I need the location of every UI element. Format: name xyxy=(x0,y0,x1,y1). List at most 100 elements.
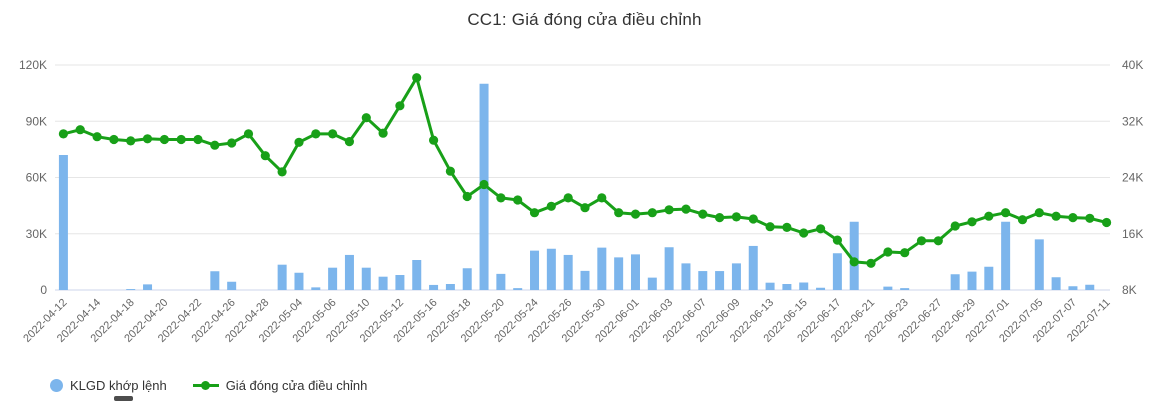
volume-bar[interactable] xyxy=(1068,286,1078,290)
volume-bar[interactable] xyxy=(731,263,741,290)
price-point[interactable] xyxy=(698,209,708,219)
price-point[interactable] xyxy=(445,166,455,176)
price-point[interactable] xyxy=(782,222,792,232)
volume-bar[interactable] xyxy=(513,288,523,290)
price-point[interactable] xyxy=(1017,215,1028,225)
volume-bar[interactable] xyxy=(530,250,540,290)
volume-bar[interactable] xyxy=(580,270,590,290)
volume-bar[interactable] xyxy=(883,286,893,290)
price-point[interactable] xyxy=(58,129,68,139)
price-point[interactable] xyxy=(1051,211,1061,221)
price-point[interactable] xyxy=(849,257,859,267)
price-point[interactable] xyxy=(933,236,943,246)
legend-item-price[interactable]: Giá đóng cửa điều chỉnh xyxy=(192,378,367,393)
volume-bar[interactable] xyxy=(664,247,674,290)
volume-bar[interactable] xyxy=(765,282,775,290)
volume-bar[interactable] xyxy=(967,271,977,290)
volume-bar[interactable] xyxy=(429,284,439,290)
price-point[interactable] xyxy=(277,167,287,177)
price-point[interactable] xyxy=(75,125,85,135)
volume-bar[interactable] xyxy=(445,284,455,290)
volume-bar[interactable] xyxy=(1085,284,1095,290)
volume-bar[interactable] xyxy=(546,248,556,290)
price-point[interactable] xyxy=(328,129,338,139)
volume-bar[interactable] xyxy=(294,272,304,290)
price-point[interactable] xyxy=(159,134,169,145)
price-point[interactable] xyxy=(1085,213,1095,223)
price-point[interactable] xyxy=(1034,208,1044,218)
price-point[interactable] xyxy=(916,236,927,246)
volume-bar[interactable] xyxy=(58,155,68,290)
price-point[interactable] xyxy=(1001,208,1011,218)
volume-bar[interactable] xyxy=(210,271,220,290)
volume-bar[interactable] xyxy=(1051,277,1061,290)
price-point[interactable] xyxy=(344,137,354,147)
price-point[interactable] xyxy=(529,208,540,218)
price-point[interactable] xyxy=(866,258,876,268)
price-point[interactable] xyxy=(1102,217,1112,228)
price-point[interactable] xyxy=(597,193,607,203)
price-point[interactable] xyxy=(681,204,691,214)
price-point[interactable] xyxy=(260,151,270,161)
price-point[interactable] xyxy=(92,132,102,142)
price-point[interactable] xyxy=(614,208,624,218)
volume-bar[interactable] xyxy=(563,254,573,290)
price-point[interactable] xyxy=(243,129,254,139)
price-point[interactable] xyxy=(109,134,119,145)
price-point[interactable] xyxy=(193,134,203,145)
volume-bar[interactable] xyxy=(462,268,472,290)
price-point[interactable] xyxy=(210,140,220,150)
price-point[interactable] xyxy=(546,201,556,211)
volume-bar[interactable] xyxy=(378,276,388,290)
volume-bar[interactable] xyxy=(395,275,405,290)
volume-bar[interactable] xyxy=(344,254,354,290)
price-point[interactable] xyxy=(395,101,405,111)
legend-item-volume[interactable]: KLGD khớp lệnh xyxy=(50,378,167,393)
volume-bar[interactable] xyxy=(277,264,287,290)
price-point[interactable] xyxy=(412,73,422,83)
volume-bar[interactable] xyxy=(227,281,237,290)
price-point[interactable] xyxy=(361,113,371,123)
volume-bar[interactable] xyxy=(647,277,657,290)
volume-bar[interactable] xyxy=(748,245,758,290)
volume-bar[interactable] xyxy=(698,271,708,290)
volume-bar[interactable] xyxy=(900,288,910,290)
price-point[interactable] xyxy=(765,222,775,232)
price-point[interactable] xyxy=(664,205,674,215)
price-point[interactable] xyxy=(311,129,321,139)
price-point[interactable] xyxy=(832,235,843,245)
price-point[interactable] xyxy=(378,128,388,138)
price-point[interactable] xyxy=(647,208,657,218)
volume-bar[interactable] xyxy=(681,263,691,290)
volume-bar[interactable] xyxy=(143,284,153,290)
price-point[interactable] xyxy=(563,193,573,203)
price-point[interactable] xyxy=(462,191,472,202)
price-point[interactable] xyxy=(496,193,506,203)
price-point[interactable] xyxy=(479,179,489,190)
volume-bar[interactable] xyxy=(799,282,809,291)
price-point[interactable] xyxy=(731,212,742,222)
volume-bar[interactable] xyxy=(715,271,725,290)
volume-bar[interactable] xyxy=(630,254,640,290)
price-point[interactable] xyxy=(513,195,523,205)
volume-bar[interactable] xyxy=(849,221,859,290)
volume-bar[interactable] xyxy=(412,260,422,290)
price-point[interactable] xyxy=(294,137,304,147)
volume-bar[interactable] xyxy=(1001,221,1011,290)
price-point[interactable] xyxy=(816,224,826,234)
price-point[interactable] xyxy=(580,203,590,213)
volume-bar[interactable] xyxy=(614,257,624,290)
price-point[interactable] xyxy=(126,136,136,146)
price-point[interactable] xyxy=(630,209,641,219)
price-point[interactable] xyxy=(715,213,725,223)
volume-bar[interactable] xyxy=(328,267,338,290)
price-point[interactable] xyxy=(799,228,809,238)
price-point[interactable] xyxy=(429,135,439,145)
volume-bar[interactable] xyxy=(1034,239,1044,290)
volume-bar[interactable] xyxy=(950,274,960,290)
volume-bar[interactable] xyxy=(496,273,506,290)
volume-bar[interactable] xyxy=(816,287,826,290)
price-point[interactable] xyxy=(900,248,910,258)
volume-bar[interactable] xyxy=(126,289,136,290)
price-point[interactable] xyxy=(984,211,994,221)
